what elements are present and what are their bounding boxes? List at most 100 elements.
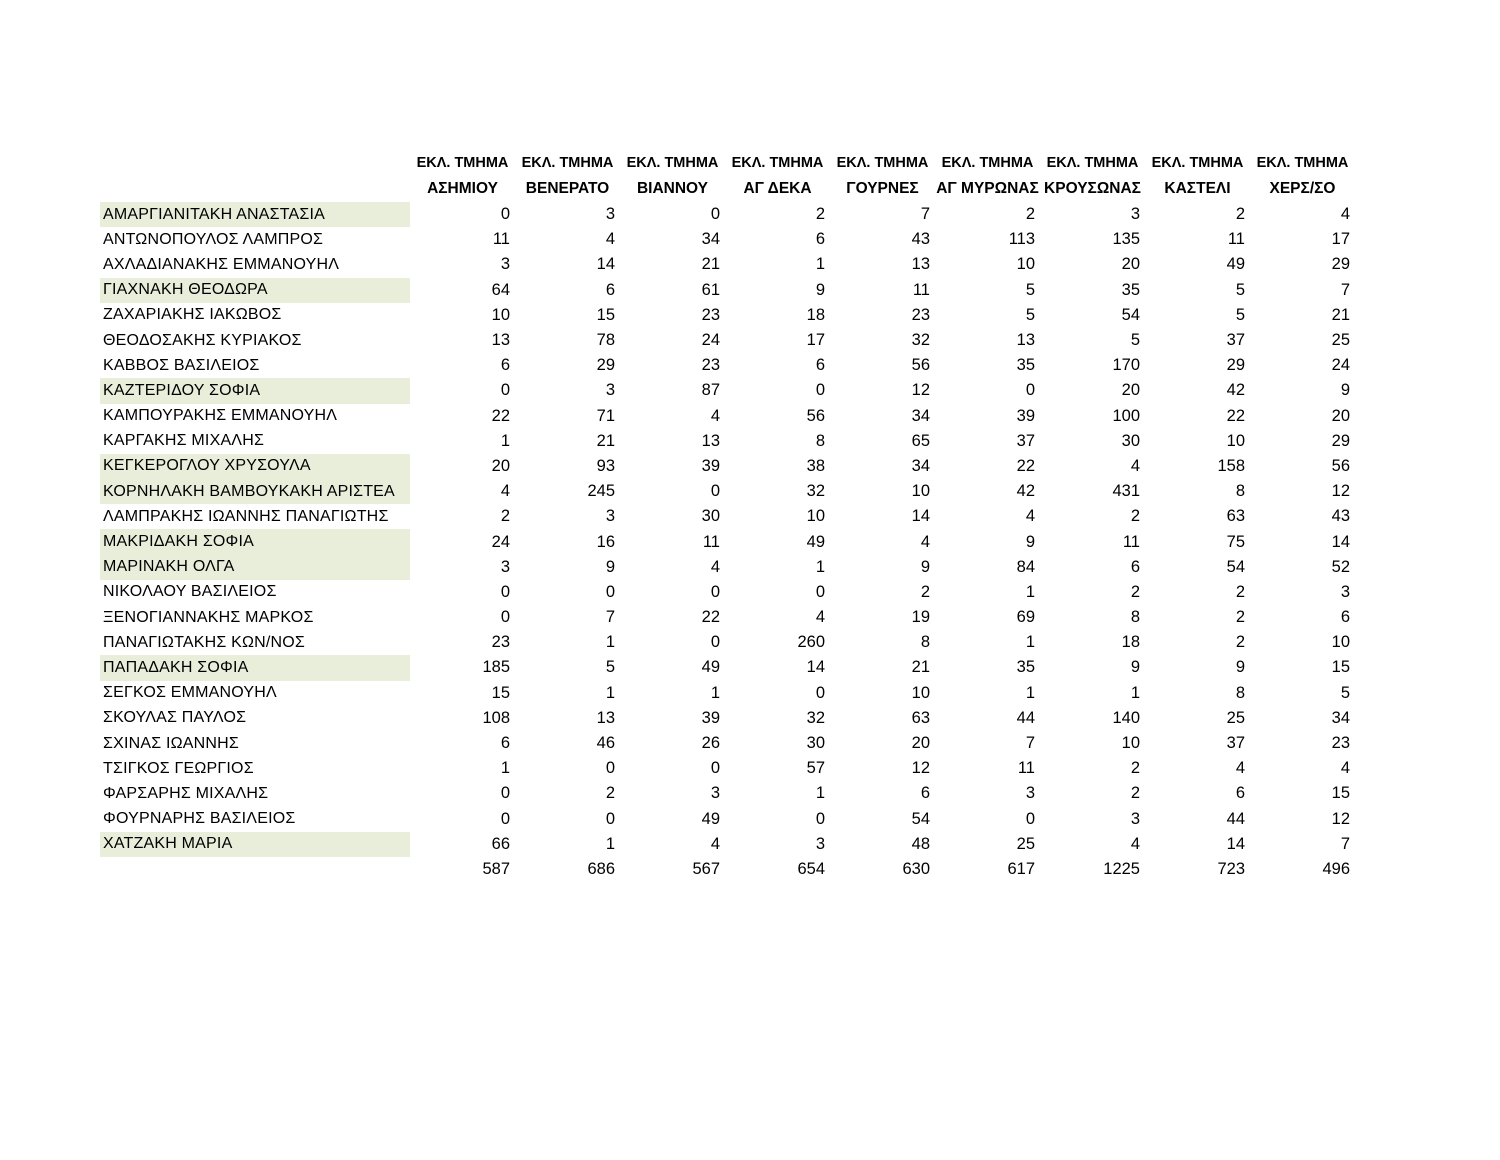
table-row: ΑΧΛΑΔΙΑΝΑΚΗΣ ΕΜΜΑΝΟΥΗΛ 3 14 21 1 13 10 20 49 29 <box>100 252 1355 277</box>
col-group-header: ΕΚΛ. ΤΜΗΜΑ <box>1151 155 1244 171</box>
candidate-name: ΜΑΡΙΝΑΚΗ ΟΛΓΑ <box>100 554 410 580</box>
vote-count: 2 <box>1235 608 1245 627</box>
candidate-name: ΞΕΝΟΓΙΑΝΝΑΚΗΣ ΜΑΡΚΟΣ <box>103 608 314 626</box>
table-row: ΚΑΡΓΑΚΗΣ ΜΙΧΑΛΗΣ 1 21 13 8 65 37 30 10 29 <box>100 429 1355 454</box>
vote-count: 0 <box>605 582 615 601</box>
vote-count: 108 <box>482 708 510 727</box>
vote-count: 93 <box>596 456 615 475</box>
column-total: 587 <box>482 859 510 878</box>
vote-count: 135 <box>1112 230 1140 249</box>
vote-count: 4 <box>1340 759 1350 778</box>
vote-count: 6 <box>500 356 510 375</box>
vote-count: 22 <box>1016 456 1035 475</box>
vote-count: 15 <box>1331 658 1350 677</box>
vote-count: 22 <box>1226 406 1245 425</box>
candidate-name: ΜΑΚΡΙΔΑΚΗ ΣΟΦΙΑ <box>100 529 410 555</box>
candidate-name: ΑΝΤΩΝΟΠΟΥΛΟΣ ΛΑΜΠΡΟΣ <box>103 230 324 248</box>
vote-count: 0 <box>605 809 615 828</box>
vote-count: 20 <box>1121 255 1140 274</box>
header-row-location: ΑΣΗΜΙΟΥ ΒΕΝΕΡΑΤΟ ΒΙΑΝΝΟΥ ΑΓ ΔΕΚΑ ΓΟΥΡΝΕΣ ΑΓ Μ… <box>100 176 1355 202</box>
vote-count: 12 <box>911 381 930 400</box>
table-row: ΛΑΜΠΡΑΚΗΣ ΙΩΑΝΝΗΣ ΠΑΝΑΓΙΩΤΗΣ 2 3 30 10 14 4 2 63… <box>100 504 1355 529</box>
candidate-name: ΚΕΓΚΕΡΟΓΛΟΥ ΧΡΥΣΟΥΛΑ <box>100 453 410 480</box>
vote-count: 3 <box>1025 784 1035 803</box>
vote-count: 1 <box>710 683 720 702</box>
vote-count: 34 <box>911 406 930 425</box>
vote-count: 6 <box>1340 608 1350 627</box>
vote-count: 0 <box>500 582 510 601</box>
vote-count: 9 <box>605 557 615 576</box>
vote-count: 0 <box>815 683 825 702</box>
vote-count: 21 <box>596 431 615 450</box>
vote-count: 11 <box>1227 230 1245 249</box>
table-row: ΚΕΓΚΕΡΟΓΛΟΥ ΧΡΥΣΟΥΛΑ 20 93 39 38 34 22 4 158 56 <box>100 453 1355 480</box>
vote-count: 8 <box>1235 482 1245 501</box>
vote-count: 37 <box>1226 734 1245 753</box>
candidate-name: ΚΑΡΓΑΚΗΣ ΜΙΧΑΛΗΣ <box>103 432 265 450</box>
vote-count: 0 <box>710 759 720 778</box>
vote-count: 23 <box>911 305 930 324</box>
vote-count: 0 <box>605 759 615 778</box>
vote-count: 21 <box>911 658 930 677</box>
table-header: ΕΚΛ. ΤΜΗΜΑ ΕΚΛ. ΤΜΗΜΑ ΕΚΛ. ΤΜΗΜΑ ΕΚΛ. ΤΜΗΜΑ… <box>100 150 1355 202</box>
vote-count: 24 <box>491 532 510 551</box>
vote-count: 63 <box>911 708 930 727</box>
vote-count: 0 <box>815 809 825 828</box>
vote-count: 13 <box>1016 331 1035 350</box>
vote-count: 23 <box>1331 734 1350 753</box>
vote-count: 6 <box>500 734 510 753</box>
vote-count: 42 <box>1016 482 1035 501</box>
column-total: 617 <box>1007 859 1035 878</box>
table-row: ΝΙΚΟΛΑΟΥ ΒΑΣΙΛΕΙΟΣ 0 0 0 0 2 1 2 2 3 <box>100 580 1355 605</box>
header-empty-cell <box>100 150 410 176</box>
vote-count: 42 <box>1226 381 1245 400</box>
column-total: 1225 <box>1103 859 1140 878</box>
vote-count: 4 <box>1025 507 1035 526</box>
vote-count: 1 <box>1025 582 1035 601</box>
vote-count: 431 <box>1112 482 1140 501</box>
vote-count: 9 <box>1130 658 1140 677</box>
column-total: 723 <box>1217 859 1245 878</box>
vote-count: 56 <box>806 406 825 425</box>
vote-count: 43 <box>1331 507 1350 526</box>
vote-count: 2 <box>1235 205 1245 224</box>
candidate-name: ΑΧΛΑΔΙΑΝΑΚΗΣ ΕΜΜΑΝΟΥΗΛ <box>103 255 340 273</box>
vote-count: 3 <box>1130 205 1140 224</box>
col-group-header: ΕΚΛ. ΤΜΗΜΑ <box>416 155 509 171</box>
table-row: ΖΑΧΑΡΙΑΚΗΣ ΙΑΚΩΒΟΣ 10 15 23 18 23 5 54 5 21 <box>100 303 1355 328</box>
column-total: 630 <box>902 859 930 878</box>
vote-count: 38 <box>806 456 825 475</box>
vote-count: 32 <box>911 331 930 350</box>
vote-count: 5 <box>1235 280 1245 299</box>
column-header-5: ΑΓ ΜΥΡΩΝΑΣ <box>936 180 1039 197</box>
vote-count: 10 <box>806 507 825 526</box>
vote-count: 39 <box>701 456 720 475</box>
column-total: 686 <box>587 859 615 878</box>
vote-count: 3 <box>500 557 510 576</box>
table-row: ΓΙΑΧΝΑΚΗ ΘΕΟΔΩΡΑ 64 6 61 9 11 5 35 5 7 <box>100 277 1355 303</box>
vote-count: 6 <box>815 230 825 249</box>
vote-count: 4 <box>710 557 720 576</box>
vote-count: 3 <box>605 381 615 400</box>
vote-count: 7 <box>1340 834 1350 853</box>
vote-count: 14 <box>1331 532 1350 551</box>
vote-count: 6 <box>815 356 825 375</box>
vote-count: 65 <box>911 431 930 450</box>
vote-count: 25 <box>1016 834 1035 853</box>
vote-count: 63 <box>1226 507 1245 526</box>
vote-count: 9 <box>1025 532 1035 551</box>
vote-count: 8 <box>1130 608 1140 627</box>
vote-count: 22 <box>701 608 720 627</box>
vote-count: 6 <box>1235 784 1245 803</box>
column-header-4: ΓΟΥΡΝΕΣ <box>846 180 919 197</box>
vote-count: 39 <box>701 708 720 727</box>
vote-count: 4 <box>710 834 720 853</box>
vote-count: 23 <box>701 305 720 324</box>
vote-count: 9 <box>1235 658 1245 677</box>
table-row: ΚΑΒΒΟΣ ΒΑΣΙΛΕΙΟΣ 6 29 23 6 56 35 170 29 24 <box>100 353 1355 378</box>
candidate-name: ΣΕΓΚΟΣ ΕΜΜΑΝΟΥΗΛ <box>103 684 277 702</box>
vote-count: 10 <box>1226 431 1245 450</box>
vote-count: 140 <box>1112 708 1140 727</box>
vote-count: 16 <box>596 532 615 551</box>
col-group-header: ΕΚΛ. ΤΜΗΜΑ <box>836 155 929 171</box>
